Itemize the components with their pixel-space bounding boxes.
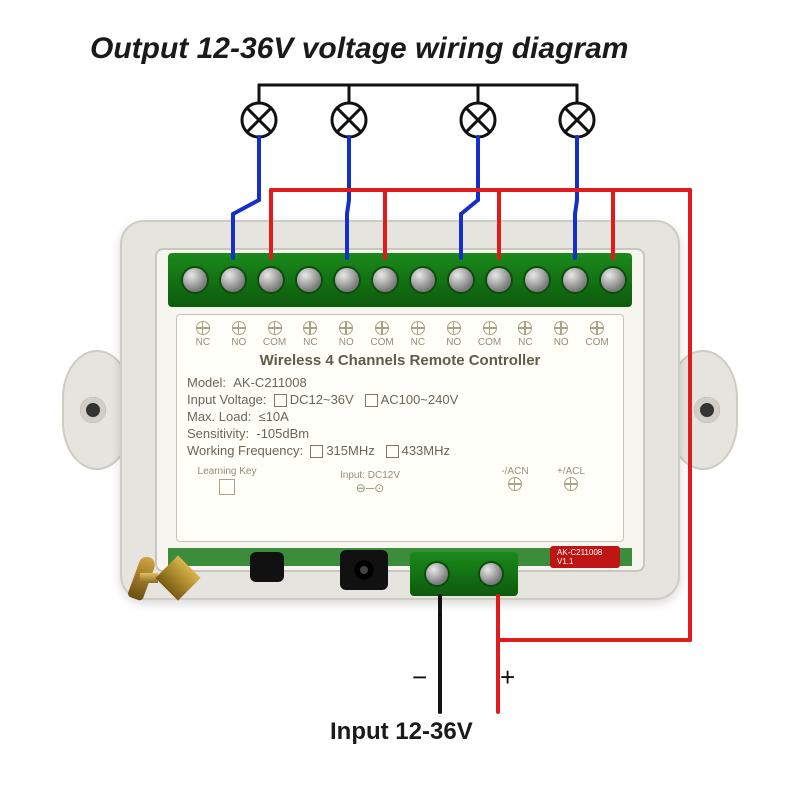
bottom-terminal-block xyxy=(410,552,518,596)
top-terminal-block xyxy=(168,253,632,307)
model-label: Model: xyxy=(187,375,226,390)
diagram-title: Output 12-36V voltage wiring diagram xyxy=(90,32,628,66)
dc-jack xyxy=(340,550,388,590)
sens-value: -105dBm xyxy=(256,426,309,441)
learning-key-label: Learning Key xyxy=(198,466,257,477)
freq-label: Working Frequency: xyxy=(187,443,303,458)
terminal-legend: NCNOCOMNCNOCOMNCNOCOMNCNOCOM xyxy=(187,321,613,348)
freq-opt1: 315MHz xyxy=(326,443,374,458)
maxload-label: Max. Load: xyxy=(187,409,251,424)
model-value: AK-C211008 xyxy=(233,375,306,390)
ac-area: -/ACN +/ACL xyxy=(473,466,613,495)
sens-label: Sensitivity: xyxy=(187,426,249,441)
input-label: Input 12-36V xyxy=(330,718,473,746)
maxload-value: ≤10A xyxy=(259,409,289,424)
plus-sign: + xyxy=(500,662,515,693)
minus-sign: − xyxy=(412,662,427,693)
freq-opt2: 433MHz xyxy=(402,443,450,458)
antenna-connector xyxy=(140,556,200,600)
device-label-panel: NCNOCOMNCNOCOMNCNOCOMNCNOCOM Wireless 4 … xyxy=(176,314,624,542)
input-dc-area: Input: DC12V ⊖─⊙ xyxy=(305,470,435,495)
pcb-silk: AK-C211008V1.1 xyxy=(557,548,602,566)
mount-hole-right xyxy=(694,397,720,423)
inputv-label: Input Voltage: xyxy=(187,392,267,407)
input-dc-label: Input: DC12V xyxy=(305,470,435,481)
mount-hole-left xyxy=(80,397,106,423)
learning-key-area: Learning Key xyxy=(187,466,267,495)
acn-label: -/ACN xyxy=(501,466,529,477)
inputv-opt1: DC12~36V xyxy=(290,392,354,407)
product-title: Wireless 4 Channels Remote Controller xyxy=(187,352,613,369)
inputv-opt2: AC100~240V xyxy=(381,392,459,407)
acl-label: +/ACL xyxy=(557,466,585,477)
learn-button xyxy=(250,552,284,582)
